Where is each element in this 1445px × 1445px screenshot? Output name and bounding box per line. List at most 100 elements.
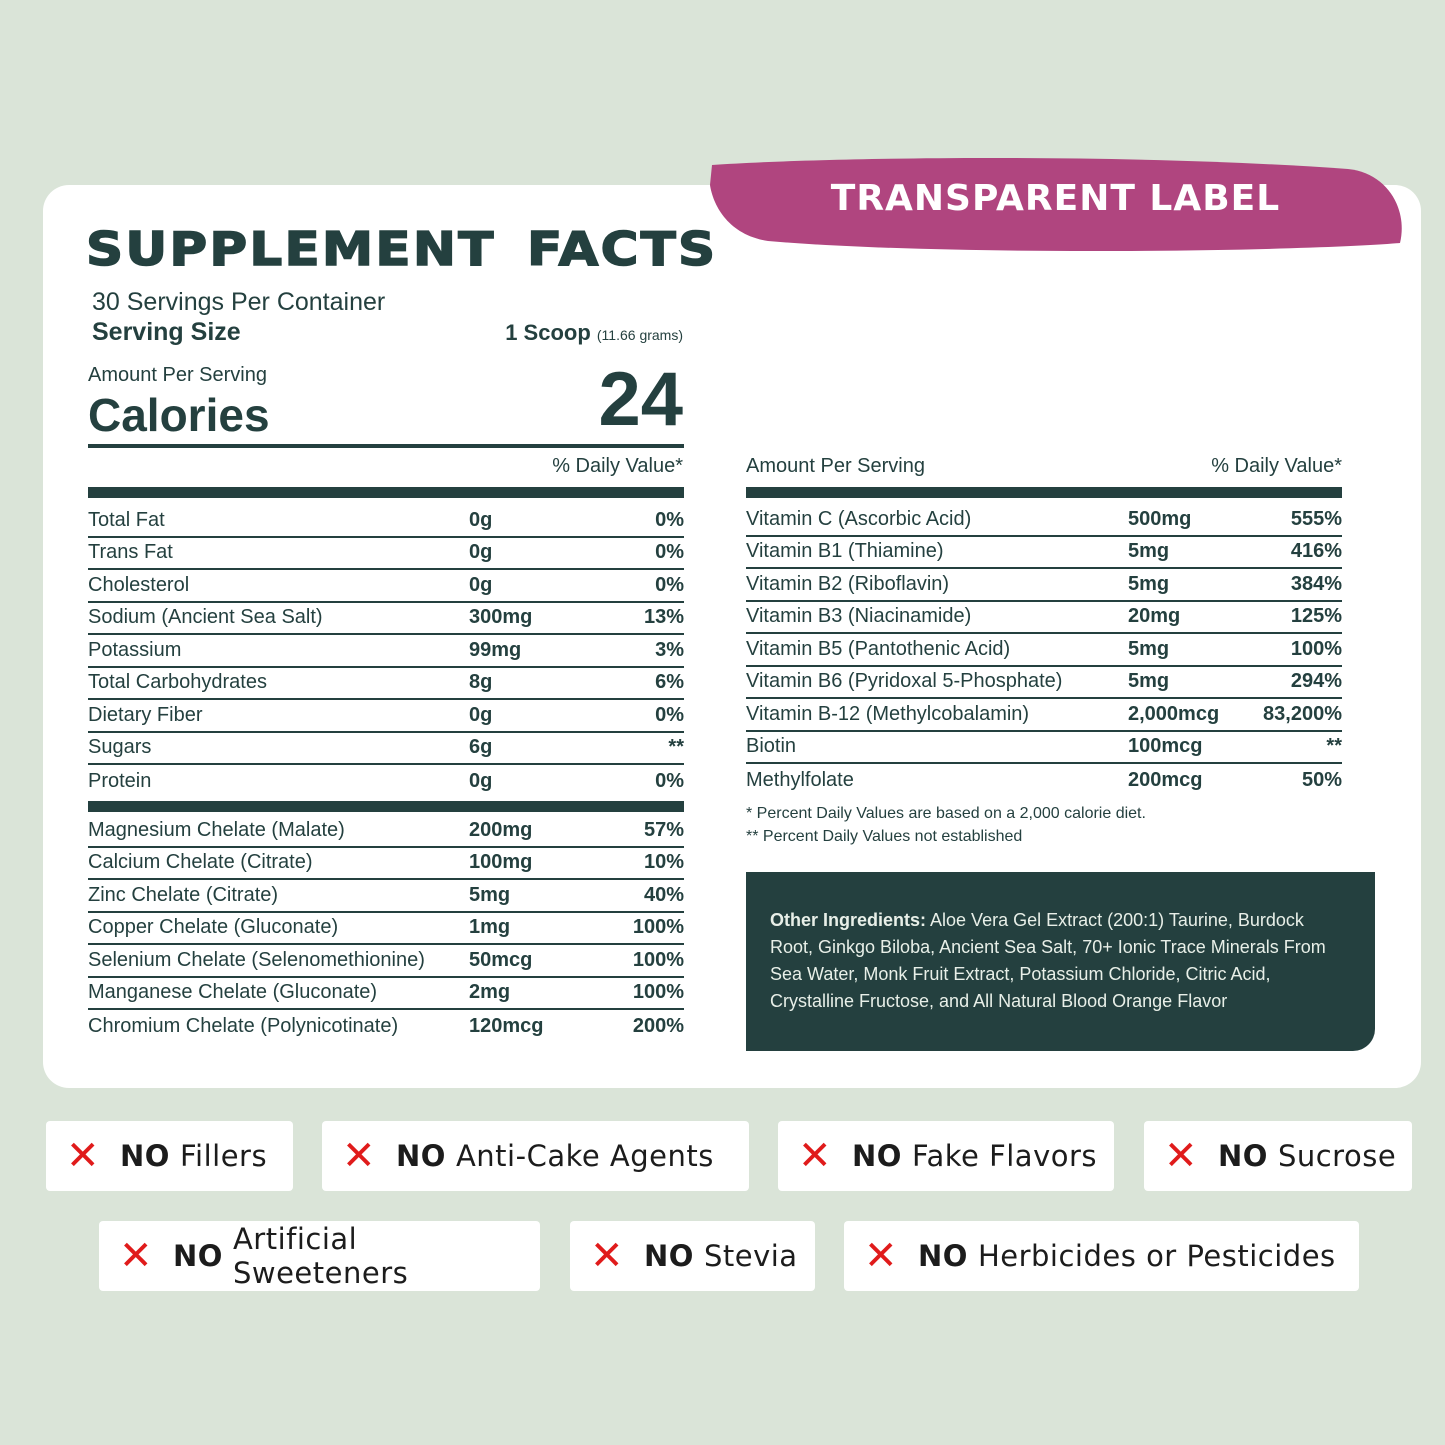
banner-label: TRANSPARENT LABEL [830,178,1281,219]
nutrient-daily-value: 3% [655,638,684,661]
nutrient-amount: 1mg [469,916,511,939]
nutrient-name: Protein [88,769,152,792]
right-amount-header: Amount Per Serving [746,455,925,477]
daily-value-header: % Daily Value* [552,455,683,477]
badge-text: Anti-Cake Agents [455,1139,714,1173]
nutrient-daily-value: 294% [1290,670,1342,693]
no-badge: ✕ NO Fake Flavors [778,1121,1114,1191]
calories-value: 24 [598,357,683,442]
nutrient-amount: 0g [469,703,493,726]
table-row: Dietary Fiber 0g 0% [88,700,684,733]
table-row: Zinc Chelate (Citrate) 5mg 40% [88,880,684,913]
nutrient-amount: 99mg [469,638,522,661]
nutrient-amount: 100mg [469,851,533,874]
nutrient-daily-value: 100% [632,916,684,939]
calories-label: Calories [88,389,270,441]
nutrient-name: Vitamin B5 (Pantothenic Acid) [746,637,1011,660]
nutrient-name: Methylfolate [746,768,854,791]
table-row: Protein 0g 0% [88,765,684,798]
nutrient-name: Zinc Chelate (Citrate) [88,883,279,906]
nutrient-name: Magnesium Chelate (Malate) [88,818,345,841]
nutrient-amount: 5mg [1128,637,1170,660]
badge-no: NO [644,1239,694,1273]
badge-no: NO [1218,1139,1268,1173]
table-row: Total Carbohydrates 8g 6% [88,668,684,700]
badge-no: NO [918,1239,968,1273]
nutrient-daily-value: 0% [655,541,684,564]
footnote-daily-values: * Percent Daily Values are based on a 2,… [746,805,1146,822]
nutrient-name: Trans Fat [88,541,173,564]
nutrient-daily-value: 40% [643,883,684,906]
nutrient-name: Vitamin B1 (Thiamine) [746,540,944,563]
table-row: Vitamin B6 (Pyridoxal 5-Phosphate) 5mg 294… [746,667,1342,699]
serving-size-amount: 1 Scoop [505,320,591,345]
other-ingredients-box: Other Ingredients: Aloe Vera Gel Extract… [746,872,1375,1051]
table-row: Selenium Chelate (Selenomethionine) 50mcg… [88,945,684,978]
nutrient-amount: 6g [469,736,493,759]
nutrient-daily-value: ** [1326,735,1342,758]
nutrient-table: Total Fat 0g 0% Trans Fat 0g 0% Cholesterol 0g 0… [88,505,684,798]
nutrient-name: Cholesterol [88,573,190,596]
nutrient-amount: 300mg [469,606,533,629]
nutrient-daily-value: 13% [643,606,684,629]
nutrient-daily-value: 416% [1290,540,1342,563]
nutrient-name: Dietary Fiber [88,703,203,726]
nutrient-name: Manganese Chelate (Gluconate) [88,981,378,1004]
no-badge: ✕ NO Sucrose [1144,1121,1412,1191]
nutrient-name: Calcium Chelate (Citrate) [88,851,313,874]
nutrient-amount: 120mcg [469,1014,544,1037]
table-row: Vitamin B5 (Pantothenic Acid) 5mg 100% [746,634,1342,667]
nutrient-name: Vitamin B3 (Niacinamide) [746,605,972,628]
nutrient-name: Vitamin B2 (Riboflavin) [746,572,950,595]
nutrient-amount: 500mg [1128,507,1192,530]
nutrient-name: Vitamin B6 (Pyridoxal 5-Phosphate) [746,670,1063,693]
nutrient-name: Copper Chelate (Gluconate) [88,916,339,939]
x-icon: ✕ [342,1133,377,1179]
table-row: Copper Chelate (Gluconate) 1mg 100% [88,913,684,945]
other-ingredients-label: Other Ingredients: [770,910,927,930]
nutrient-daily-value: 100% [632,981,684,1004]
thick-divider [88,487,684,498]
nutrient-daily-value: 83,200% [1263,702,1342,725]
nutrient-amount: 2,000mcg [1128,702,1220,725]
badge-no: NO [120,1139,170,1173]
table-row: Potassium 99mg 3% [88,635,684,668]
badge-text: Herbicides or Pesticides [977,1239,1336,1273]
nutrient-name: Total Carbohydrates [88,671,267,694]
thick-divider [746,487,1342,498]
table-row: Sugars 6g ** [88,733,684,765]
x-icon: ✕ [864,1233,899,1279]
nutrient-name: Biotin [746,735,797,758]
nutrient-amount: 5mg [1128,572,1170,595]
nutrient-daily-value: 0% [655,573,684,596]
table-row: Cholesterol 0g 0% [88,570,684,603]
serving-size-grams: (11.66 grams) [596,327,683,343]
nutrient-daily-value: 555% [1290,507,1342,530]
page-title: SUPPLEMENT FACTS [85,221,718,277]
nutrient-amount: 0g [469,769,493,792]
no-badge: ✕ NO Herbicides or Pesticides [844,1221,1359,1291]
table-row: Manganese Chelate (Gluconate) 2mg 100% [88,978,684,1010]
nutrient-name: Chromium Chelate (Polynicotinate) [88,1014,399,1037]
badge-text: Sucrose [1277,1139,1397,1173]
table-row: Vitamin B1 (Thiamine) 5mg 416% [746,537,1342,569]
no-badge: ✕ NO Fillers [46,1121,293,1191]
table-row: Trans Fat 0g 0% [88,538,684,570]
no-badge: ✕ NO Stevia [570,1221,815,1291]
nutrient-name: Potassium [88,638,182,661]
nutrient-name: Sugars [88,736,152,759]
badge-text: Fake Flavors [911,1139,1098,1173]
nutrient-daily-value: 10% [643,851,684,874]
badge-text: Fillers [179,1139,268,1173]
nutrient-name: Total Fat [88,508,165,531]
nutrient-daily-value: 100% [632,948,684,971]
nutrient-name: Vitamin B-12 (Methylcobalamin) [746,702,1030,725]
servings-per-container: 30 Servings Per Container [92,288,386,316]
table-row: Vitamin B3 (Niacinamide) 20mg 125% [746,602,1342,634]
serving-size-value: 1 Scoop (11.66 grams) [505,320,683,346]
badge-text: Stevia [703,1239,798,1273]
nutrient-name: Vitamin C (Ascorbic Acid) [746,507,972,530]
nutrient-daily-value: 200% [632,1014,684,1037]
table-row: Biotin 100mcg ** [746,732,1342,764]
table-row: Methylfolate 200mcg 50% [746,764,1342,797]
